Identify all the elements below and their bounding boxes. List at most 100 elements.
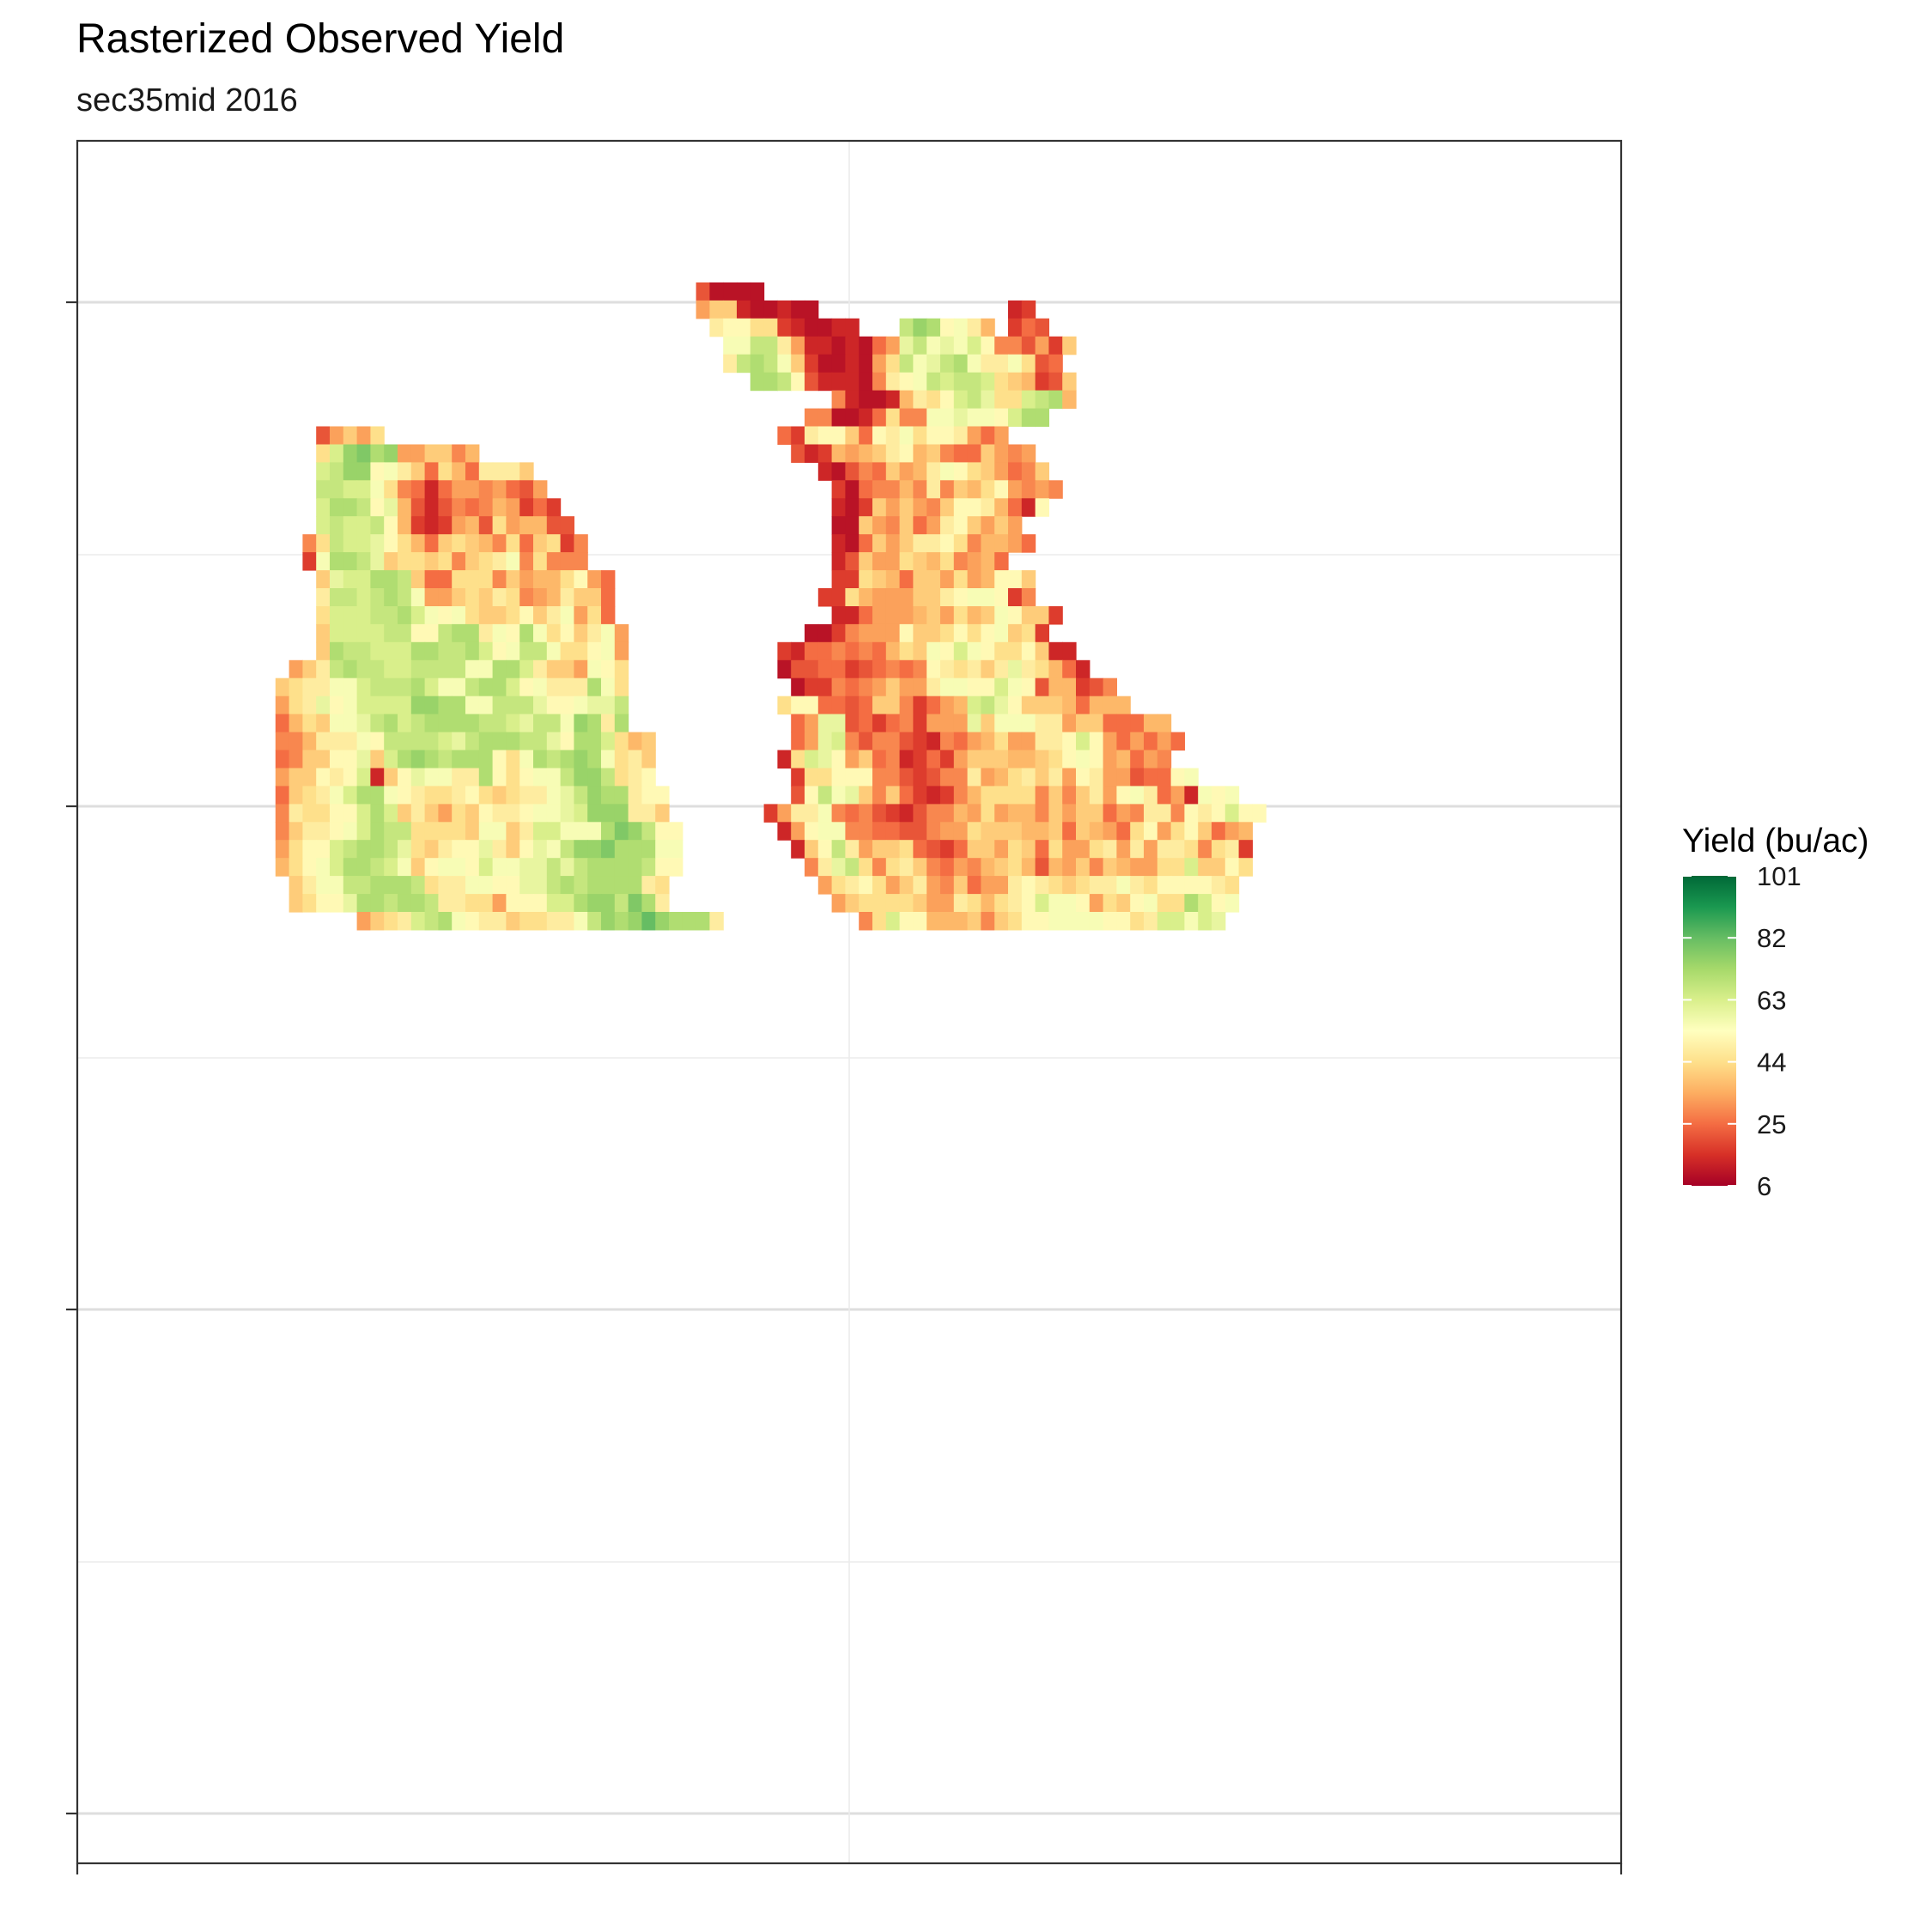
- raster-cell: [831, 714, 846, 733]
- raster-cell: [1103, 894, 1117, 913]
- raster-cell: [1116, 912, 1131, 931]
- raster-cell: [560, 804, 574, 823]
- raster-cell: [1062, 390, 1077, 410]
- raster-cell: [791, 426, 805, 445]
- raster-cell: [628, 894, 642, 913]
- raster-cell: [560, 858, 574, 877]
- raster-cell: [506, 516, 520, 535]
- raster-cell: [614, 786, 629, 805]
- raster-cell: [343, 714, 358, 733]
- raster-cell: [1021, 318, 1036, 337]
- raster-cell: [805, 336, 819, 355]
- raster-cell: [1008, 714, 1023, 733]
- raster-cell: [410, 714, 426, 733]
- raster-cell: [492, 696, 507, 715]
- raster-cell: [1035, 677, 1049, 697]
- raster-cell: [845, 822, 860, 841]
- raster-cell: [398, 462, 412, 481]
- raster-cell: [560, 840, 574, 859]
- raster-cell: [370, 552, 385, 571]
- raster-cell: [805, 426, 819, 445]
- raster-cell: [384, 876, 398, 895]
- legend-tick-label: 82: [1757, 923, 1786, 953]
- raster-cell: [1116, 714, 1131, 733]
- raster-cell: [492, 912, 507, 931]
- raster-cell: [1116, 750, 1131, 769]
- raster-cell: [1076, 804, 1091, 823]
- raster-cell: [1144, 768, 1158, 787]
- raster-cell: [967, 623, 981, 643]
- raster-cell: [696, 912, 710, 931]
- raster-cell: [1170, 840, 1185, 859]
- legend-title: Yield (bu/ac): [1682, 823, 1869, 860]
- raster-cell: [737, 336, 751, 355]
- raster-cell: [506, 768, 520, 787]
- raster-cell: [1157, 750, 1172, 769]
- raster-cell: [330, 750, 344, 769]
- raster-cell: [696, 300, 710, 319]
- raster-cell: [370, 462, 385, 481]
- raster-cell: [546, 876, 562, 895]
- raster-cell: [709, 282, 724, 301]
- raster-cell: [1062, 714, 1077, 733]
- raster-cell: [370, 858, 385, 877]
- raster-cell: [316, 444, 331, 463]
- raster-cell: [805, 822, 819, 841]
- raster-cell: [940, 480, 955, 499]
- raster-cell: [940, 318, 955, 337]
- raster-cell: [410, 498, 426, 517]
- raster-cell: [1021, 696, 1036, 715]
- raster-cell: [330, 804, 344, 823]
- raster-cell: [967, 641, 981, 661]
- raster-cell: [845, 840, 860, 859]
- raster-cell: [1103, 804, 1117, 823]
- raster-cell: [289, 822, 303, 841]
- raster-cell: [1008, 912, 1023, 931]
- raster-cell: [410, 516, 426, 535]
- raster-cell: [859, 623, 873, 643]
- raster-cell: [940, 894, 955, 913]
- raster-cell: [343, 552, 358, 571]
- raster-cell: [953, 912, 969, 931]
- raster-cell: [831, 677, 846, 697]
- raster-cell: [506, 732, 520, 751]
- raster-cell: [384, 659, 398, 679]
- raster-cell: [927, 462, 941, 481]
- raster-cell: [316, 750, 331, 769]
- raster-cell: [831, 336, 846, 355]
- raster-cell: [817, 768, 833, 787]
- raster-cell: [465, 822, 480, 841]
- raster-cell: [519, 732, 534, 751]
- raster-cell: [1076, 858, 1091, 877]
- raster-cell: [370, 876, 385, 895]
- raster-cell: [452, 659, 466, 679]
- raster-cell: [1035, 912, 1049, 931]
- raster-cell: [1224, 822, 1240, 841]
- raster-cell: [289, 894, 303, 913]
- raster-cell: [343, 677, 358, 697]
- raster-cell: [845, 714, 860, 733]
- raster-cell: [913, 786, 927, 805]
- raster-cell: [478, 768, 494, 787]
- raster-cell: [1062, 786, 1077, 805]
- raster-cell: [1144, 840, 1158, 859]
- raster-cell: [845, 804, 860, 823]
- raster-cell: [398, 768, 412, 787]
- raster-cell: [302, 894, 317, 913]
- raster-cell: [628, 732, 642, 751]
- raster-cell: [953, 588, 969, 607]
- raster-cell: [546, 498, 562, 517]
- raster-cell: [316, 623, 331, 643]
- raster-cell: [370, 588, 385, 607]
- raster-cell: [1062, 894, 1077, 913]
- raster-cell: [560, 894, 574, 913]
- raster-cell: [967, 570, 981, 589]
- raster-cell: [506, 804, 520, 823]
- raster-cell: [899, 750, 914, 769]
- raster-cell: [478, 623, 494, 643]
- raster-cell: [1048, 912, 1063, 931]
- raster-cell: [1184, 912, 1199, 931]
- raster-cell: [424, 804, 439, 823]
- raster-cell: [913, 912, 927, 931]
- raster-cell: [859, 912, 873, 931]
